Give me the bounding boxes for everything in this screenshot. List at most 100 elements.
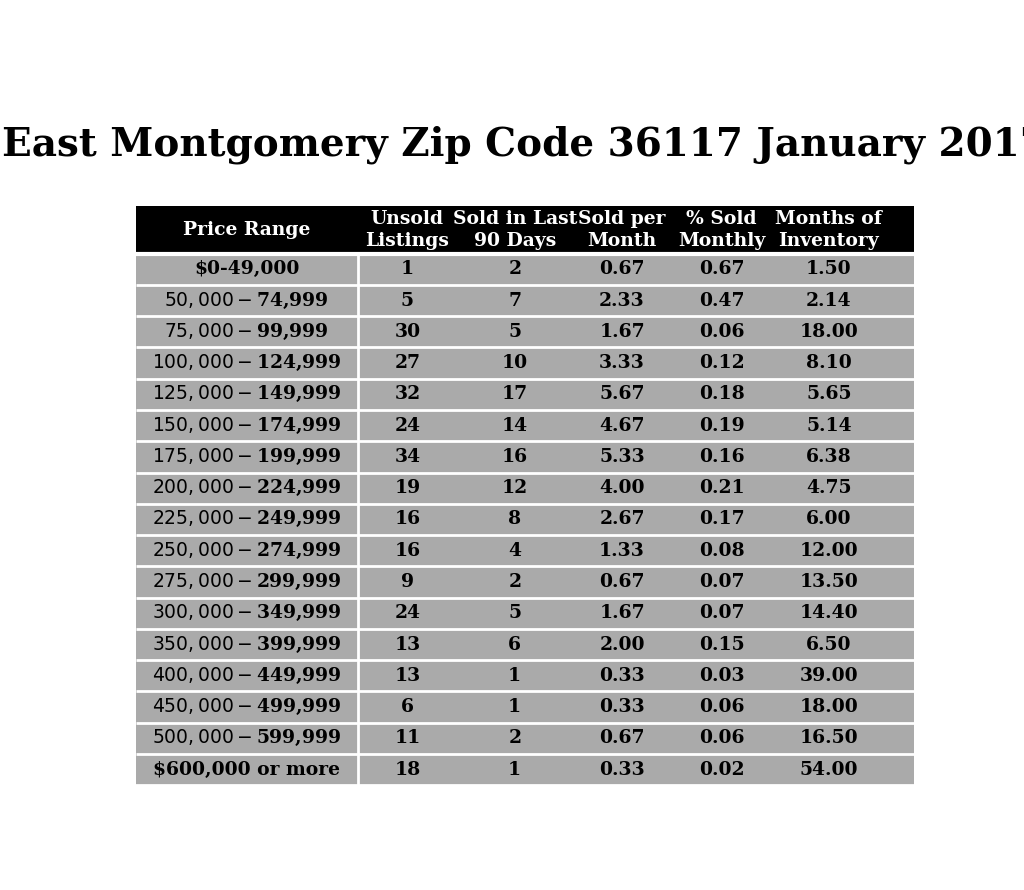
Text: 0.33: 0.33 [599, 761, 645, 779]
Text: 0.47: 0.47 [698, 292, 744, 310]
Bar [136, 629, 913, 660]
Text: $275,000-$299,999: $275,000-$299,999 [152, 572, 341, 592]
Text: Sold in Last
90 Days: Sold in Last 90 Days [453, 210, 577, 250]
Text: 8.10: 8.10 [806, 354, 852, 372]
Text: 2: 2 [508, 260, 521, 279]
Text: 4.00: 4.00 [599, 479, 645, 498]
Bar [136, 316, 913, 347]
Text: $400,000-$449,999: $400,000-$449,999 [152, 666, 342, 686]
Text: 0.67: 0.67 [698, 260, 744, 279]
Text: 13.50: 13.50 [800, 573, 858, 591]
Text: 0.03: 0.03 [698, 667, 744, 684]
Text: 9: 9 [400, 573, 414, 591]
Text: % Sold
Monthly: % Sold Monthly [678, 210, 765, 250]
Text: 13: 13 [394, 667, 421, 684]
Text: 5: 5 [400, 292, 414, 310]
Text: 39.00: 39.00 [800, 667, 858, 684]
Text: 16: 16 [394, 542, 421, 560]
Bar [136, 504, 913, 535]
Text: 34: 34 [394, 448, 421, 465]
Text: 6: 6 [508, 635, 521, 653]
Bar [136, 597, 913, 629]
Bar [136, 410, 913, 441]
Text: 24: 24 [394, 604, 421, 622]
Text: 0.06: 0.06 [698, 323, 744, 341]
Text: 0.21: 0.21 [698, 479, 744, 498]
Text: 54.00: 54.00 [800, 761, 858, 779]
Text: 27: 27 [394, 354, 421, 372]
Text: 0.67: 0.67 [599, 260, 645, 279]
Text: 18.00: 18.00 [800, 323, 858, 341]
Text: East Montgomery Zip Code 36117 January 2017: East Montgomery Zip Code 36117 January 2… [2, 125, 1024, 164]
Text: 5.14: 5.14 [806, 417, 852, 434]
Text: 7: 7 [508, 292, 521, 310]
Text: 14.40: 14.40 [800, 604, 858, 622]
Bar [136, 660, 913, 692]
Bar [136, 473, 913, 504]
Text: 5: 5 [508, 323, 521, 341]
Text: $100,000-$124,999: $100,000-$124,999 [152, 353, 342, 373]
Text: 0.07: 0.07 [698, 604, 744, 622]
Bar [136, 692, 913, 723]
Text: 2: 2 [508, 573, 521, 591]
Text: $300,000-$349,999: $300,000-$349,999 [152, 603, 342, 623]
Text: 11: 11 [394, 729, 421, 748]
Text: 1.67: 1.67 [599, 323, 645, 341]
Bar [136, 206, 913, 254]
Bar [136, 379, 913, 410]
Text: 0.19: 0.19 [698, 417, 744, 434]
Text: 5.65: 5.65 [806, 385, 852, 403]
Text: 1: 1 [508, 667, 521, 684]
Bar [136, 285, 913, 316]
Text: 16: 16 [394, 511, 421, 529]
Text: $500,000-$599,999: $500,000-$599,999 [153, 728, 341, 748]
Text: 0.67: 0.67 [599, 729, 645, 748]
Text: 1.50: 1.50 [806, 260, 852, 279]
Text: 0.12: 0.12 [698, 354, 744, 372]
Text: 6: 6 [400, 698, 414, 716]
Text: 0.02: 0.02 [698, 761, 744, 779]
Text: 0.16: 0.16 [698, 448, 744, 465]
Text: $200,000-$224,999: $200,000-$224,999 [152, 478, 342, 498]
Text: Unsold
Listings: Unsold Listings [366, 210, 450, 250]
Text: 18: 18 [394, 761, 421, 779]
Text: 17: 17 [502, 385, 527, 403]
Bar [136, 754, 913, 785]
Text: 0.67: 0.67 [599, 573, 645, 591]
Text: 6.00: 6.00 [806, 511, 852, 529]
Text: 0.33: 0.33 [599, 698, 645, 716]
Text: 0.08: 0.08 [698, 542, 744, 560]
Text: 10: 10 [502, 354, 527, 372]
Text: 16.50: 16.50 [800, 729, 858, 748]
Bar [136, 535, 913, 566]
Text: 4.75: 4.75 [806, 479, 852, 498]
Text: 4.67: 4.67 [599, 417, 645, 434]
Text: 13: 13 [394, 635, 421, 653]
Text: $350,000-$399,999: $350,000-$399,999 [152, 635, 342, 654]
Text: 2: 2 [508, 729, 521, 748]
Text: 2.00: 2.00 [599, 635, 645, 653]
Text: $125,000-$149,999: $125,000-$149,999 [152, 384, 342, 404]
Bar [136, 254, 913, 285]
Text: 14: 14 [502, 417, 527, 434]
Text: 18.00: 18.00 [800, 698, 858, 716]
Text: 5: 5 [508, 604, 521, 622]
Text: 32: 32 [394, 385, 421, 403]
Text: $600,000 or more: $600,000 or more [154, 761, 340, 779]
Text: $0-49,000: $0-49,000 [195, 260, 299, 279]
Text: 2.67: 2.67 [599, 511, 645, 529]
Text: 12: 12 [502, 479, 527, 498]
Text: 1: 1 [400, 260, 414, 279]
Bar [136, 347, 913, 379]
Text: $75,000-$99,999: $75,000-$99,999 [164, 322, 329, 342]
Bar [136, 723, 913, 754]
Text: 1: 1 [508, 698, 521, 716]
Text: 0.17: 0.17 [698, 511, 744, 529]
Text: 0.07: 0.07 [698, 573, 744, 591]
Bar [136, 566, 913, 597]
Text: 0.06: 0.06 [698, 698, 744, 716]
Bar [136, 441, 913, 473]
Text: 2.33: 2.33 [599, 292, 645, 310]
Text: 5.33: 5.33 [599, 448, 645, 465]
Text: 8: 8 [508, 511, 521, 529]
